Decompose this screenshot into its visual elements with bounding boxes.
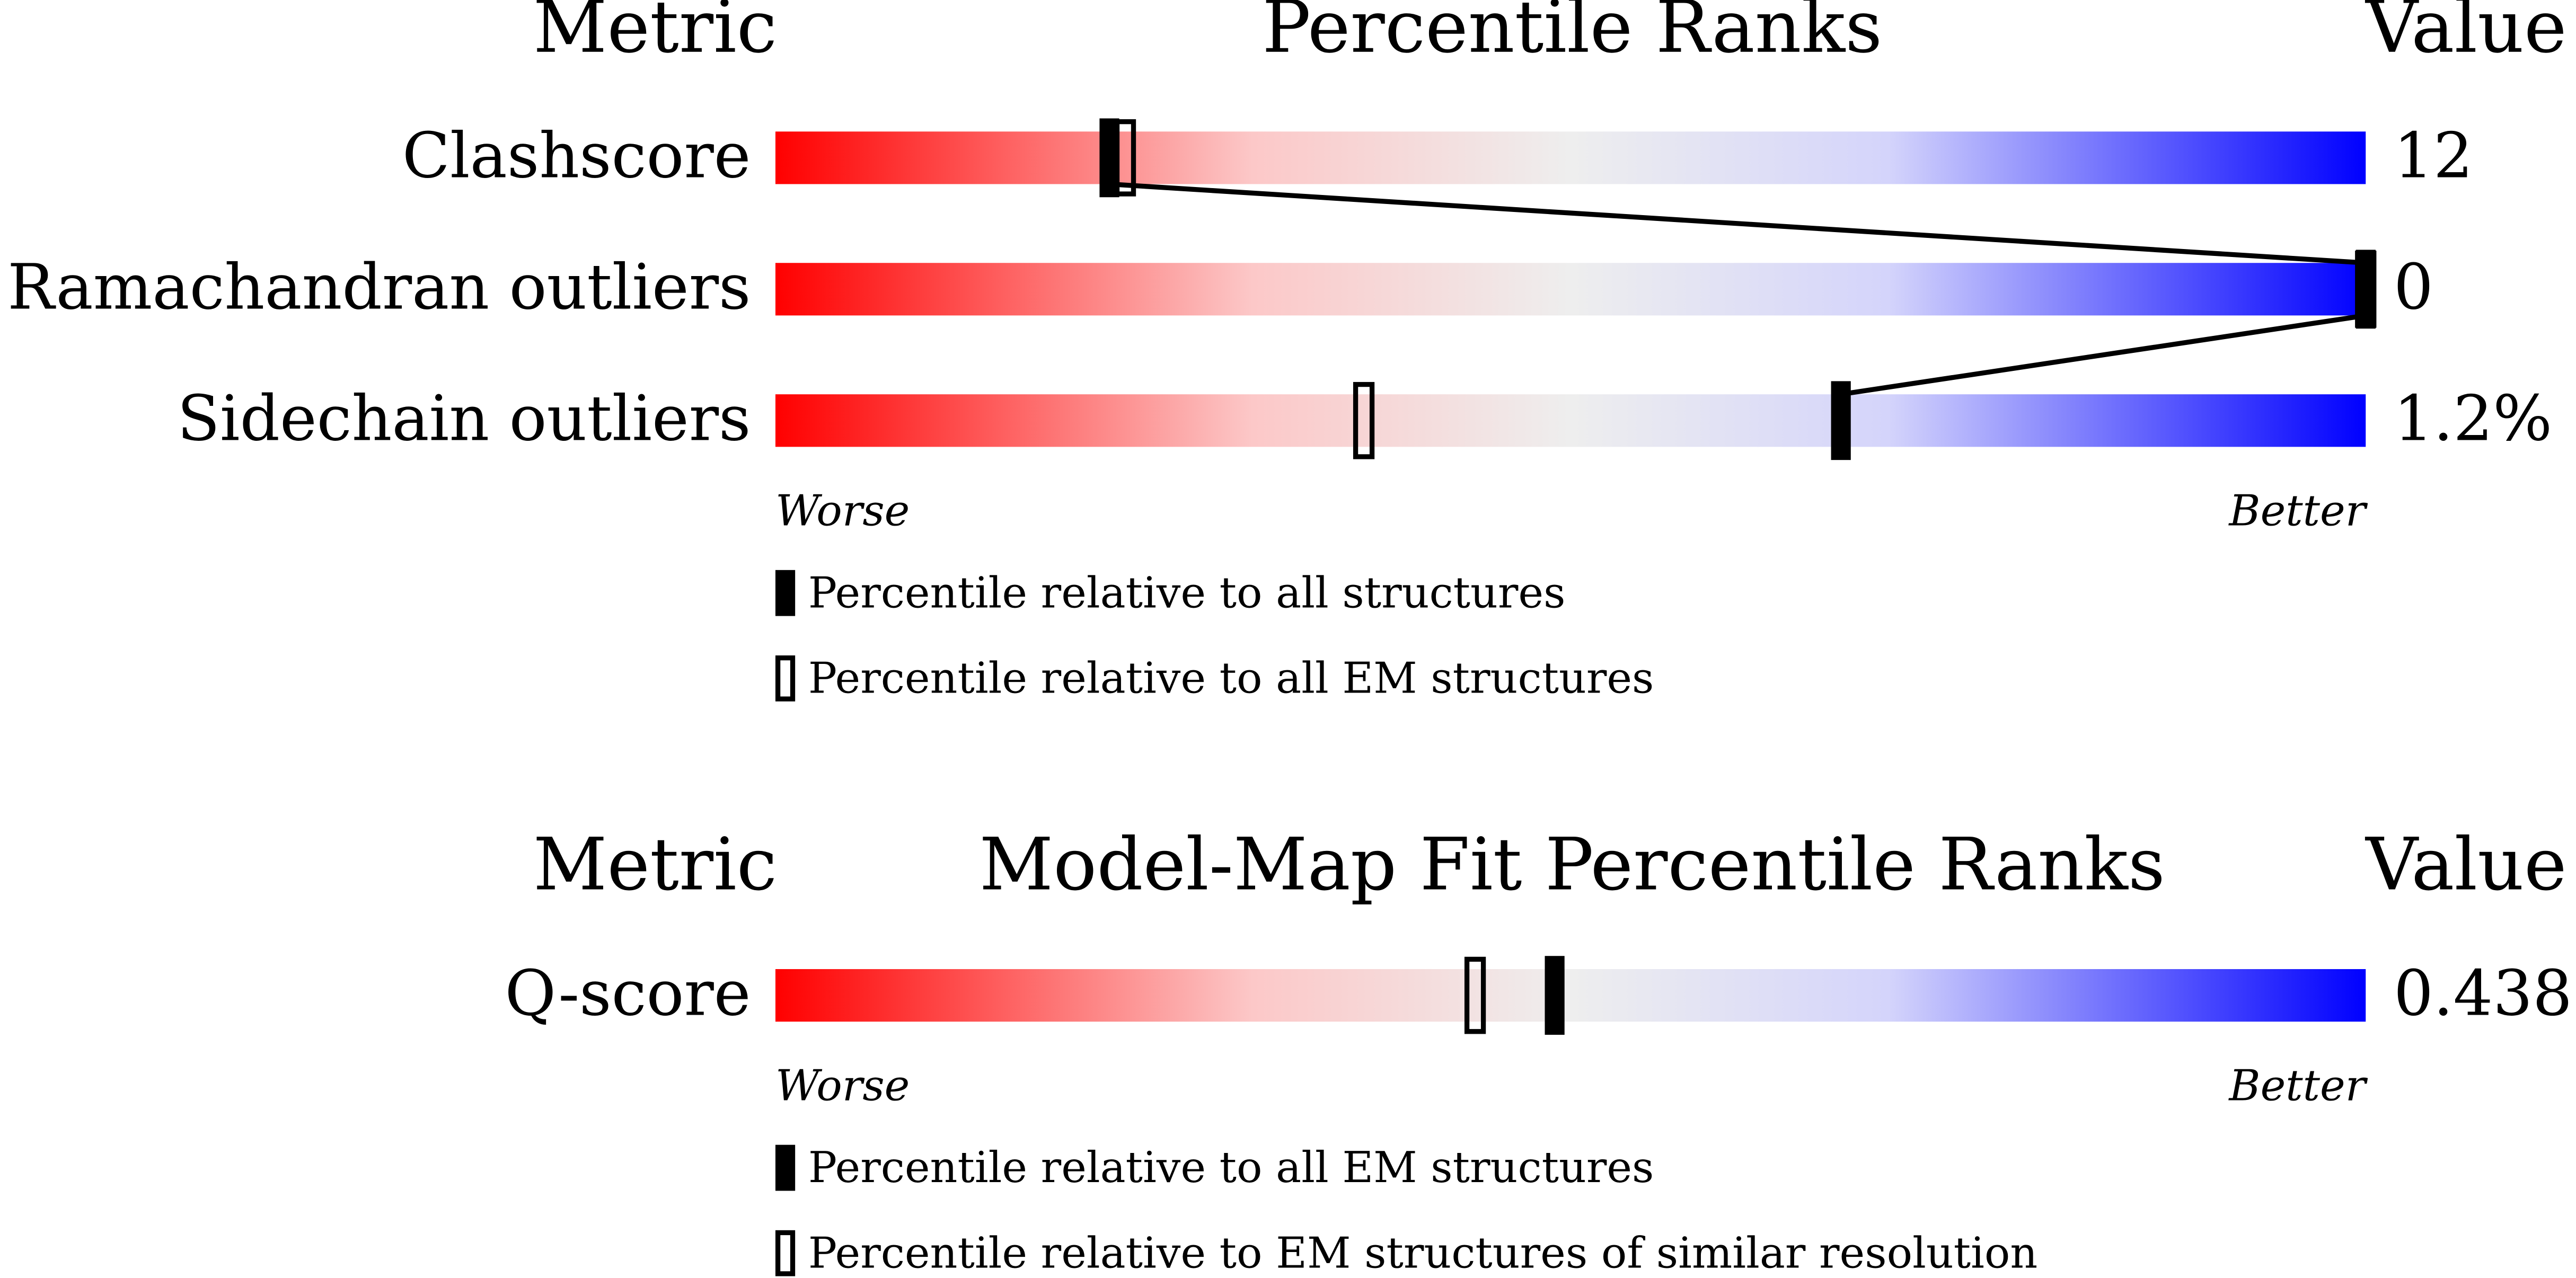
metric-value: 0 [2394,251,2433,324]
percentile-marker-filled [1545,956,1565,1035]
header-title: Percentile Ranks [1262,0,1882,69]
legend-marker-filled [775,570,796,616]
metric-value: 1.2% [2394,383,2552,455]
axis-better: Better [2228,486,2368,536]
percentile-marker-open [2355,250,2377,328]
percentile-bar [775,263,2366,316]
metric-label: Ramachandran outliers [7,251,751,324]
legend-label: Percentile relative to all structures [808,568,1566,618]
legend-marker-open [775,655,796,702]
header-metric: Metric [533,0,777,69]
percentile-bar [775,394,2366,447]
metric-value: 12 [2394,120,2473,192]
connector-line [1840,313,2366,397]
axis-worse: Worse [775,486,910,536]
legend-marker-open [775,1230,796,1276]
metric-value: 0.438 [2394,957,2572,1030]
header-value: Value [2365,0,2566,69]
legend-marker-filled [775,1144,796,1191]
percentile-marker-open [1114,119,1136,197]
header-value: Value [2365,823,2566,907]
legend-label: Percentile relative to all EM structures [808,654,1654,704]
metric-label: Sidechain outliers [177,383,751,455]
axis-better: Better [2228,1061,2368,1111]
metric-label: Q-score [505,957,751,1030]
header-title: Model-Map Fit Percentile Ranks [980,823,2165,907]
percentile-marker-open [1353,381,1375,459]
connector-line [1109,181,2366,265]
axis-worse: Worse [775,1061,910,1111]
legend-label: Percentile relative to EM structures of … [808,1228,2037,1278]
legend-label: Percentile relative to all EM structures [808,1143,1654,1193]
percentile-bar [775,131,2366,184]
metric-label: Clashscore [402,120,751,192]
percentile-marker-open [1464,956,1486,1034]
percentile-bar [775,969,2366,1022]
header-metric: Metric [533,823,777,907]
